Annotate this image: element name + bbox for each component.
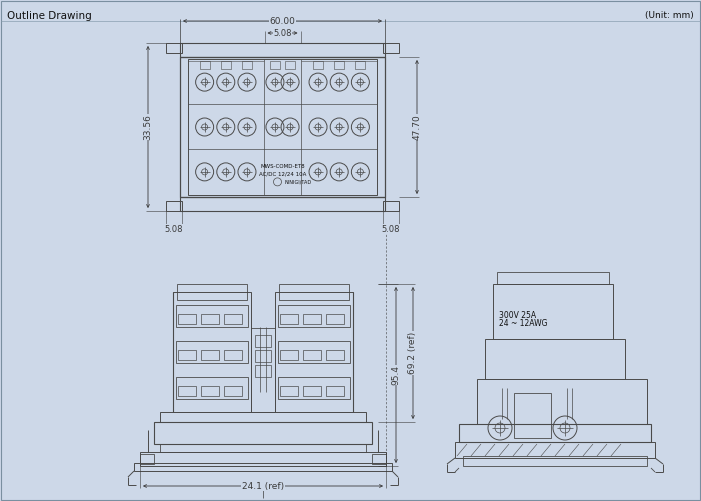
Text: AC/DC 12/24 10A: AC/DC 12/24 10A bbox=[259, 171, 306, 176]
Bar bbox=[279, 284, 349, 300]
Text: (Unit: mm): (Unit: mm) bbox=[645, 11, 694, 20]
Bar bbox=[497, 272, 609, 284]
Bar bbox=[224, 386, 242, 396]
Bar bbox=[326, 386, 344, 396]
Bar bbox=[278, 305, 350, 327]
Bar bbox=[201, 350, 219, 360]
Bar bbox=[280, 350, 298, 360]
Text: 24 ~ 12AWG: 24 ~ 12AWG bbox=[499, 320, 547, 329]
Bar bbox=[221, 61, 231, 69]
Bar bbox=[383, 201, 399, 211]
Bar bbox=[180, 197, 385, 211]
Text: 69.2 (ref): 69.2 (ref) bbox=[409, 332, 418, 374]
Bar bbox=[355, 61, 365, 69]
Bar bbox=[201, 386, 219, 396]
Text: NINIGI/TAD: NINIGI/TAD bbox=[285, 179, 312, 184]
Text: 24.1 (ref): 24.1 (ref) bbox=[242, 481, 284, 490]
Bar bbox=[285, 61, 295, 69]
Bar bbox=[178, 314, 196, 324]
Bar bbox=[303, 350, 321, 360]
Bar bbox=[514, 393, 551, 438]
Bar bbox=[270, 61, 280, 69]
Bar bbox=[278, 377, 350, 399]
Bar bbox=[166, 201, 182, 211]
Text: 60.00: 60.00 bbox=[270, 17, 295, 26]
Bar bbox=[334, 61, 344, 69]
Text: 95.4: 95.4 bbox=[391, 365, 400, 385]
Bar bbox=[280, 386, 298, 396]
Bar bbox=[485, 339, 625, 379]
Text: 5.08: 5.08 bbox=[273, 29, 292, 38]
Bar bbox=[176, 305, 248, 327]
Bar bbox=[459, 424, 651, 442]
Bar bbox=[303, 386, 321, 396]
Bar bbox=[313, 61, 323, 69]
Bar bbox=[173, 292, 251, 412]
Bar bbox=[154, 422, 372, 444]
Bar bbox=[201, 314, 219, 324]
Text: 5.08: 5.08 bbox=[382, 224, 400, 233]
Bar bbox=[242, 61, 252, 69]
Text: MWS-COMD-ET8: MWS-COMD-ET8 bbox=[260, 164, 305, 169]
Bar bbox=[224, 350, 242, 360]
Bar bbox=[176, 341, 248, 363]
Bar bbox=[140, 454, 154, 464]
Bar bbox=[177, 284, 247, 300]
Bar bbox=[455, 442, 655, 458]
Bar bbox=[275, 292, 353, 412]
Text: 5.08: 5.08 bbox=[165, 224, 183, 233]
Bar bbox=[224, 314, 242, 324]
Bar bbox=[134, 463, 392, 471]
Bar bbox=[255, 365, 271, 377]
Text: 300V 25A: 300V 25A bbox=[499, 312, 536, 321]
Bar bbox=[180, 57, 385, 197]
Text: 47.70: 47.70 bbox=[412, 114, 421, 140]
Bar bbox=[278, 341, 350, 363]
Bar bbox=[255, 335, 271, 347]
Bar bbox=[160, 412, 366, 422]
Bar bbox=[383, 43, 399, 53]
Bar bbox=[255, 350, 271, 362]
Bar bbox=[372, 454, 386, 464]
Text: Outline Drawing: Outline Drawing bbox=[7, 11, 92, 21]
Bar bbox=[178, 350, 196, 360]
Text: 33.56: 33.56 bbox=[144, 114, 153, 140]
Bar bbox=[326, 350, 344, 360]
Bar bbox=[303, 314, 321, 324]
Bar bbox=[180, 43, 385, 57]
Bar bbox=[160, 444, 366, 452]
Bar bbox=[176, 377, 248, 399]
Bar bbox=[477, 379, 647, 424]
Bar bbox=[326, 314, 344, 324]
Bar bbox=[188, 59, 377, 195]
Bar bbox=[140, 452, 386, 466]
Bar bbox=[493, 284, 613, 339]
Bar bbox=[280, 314, 298, 324]
Bar bbox=[463, 456, 647, 466]
Bar bbox=[200, 61, 210, 69]
Bar bbox=[166, 43, 182, 53]
Bar bbox=[251, 328, 275, 412]
Bar bbox=[178, 386, 196, 396]
